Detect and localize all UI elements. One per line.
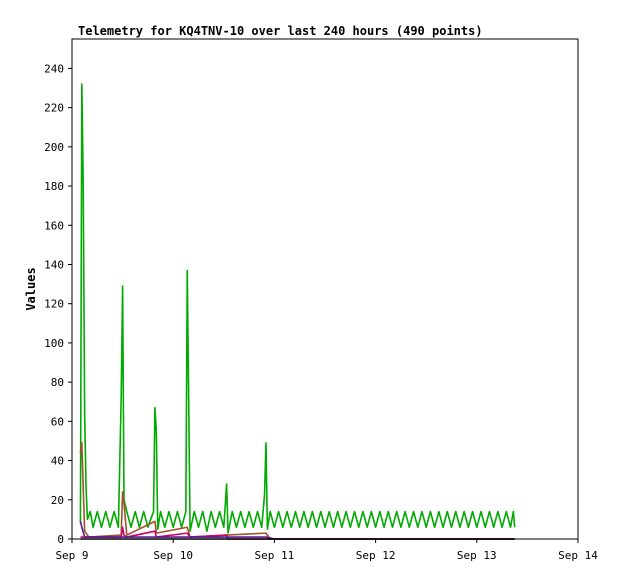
y-tick-label: 140: [44, 258, 64, 271]
chart-title: Telemetry for KQ4TNV-10 over last 240 ho…: [78, 24, 483, 38]
y-tick-label: 120: [44, 298, 64, 311]
series-line-1: [79, 83, 516, 534]
y-axis-ticks: 0 20 40 60 80 100 120 140 160 180 200 220 240: [44, 62, 72, 546]
y-tick-label: 40: [51, 455, 64, 468]
y-tick-label: 220: [44, 102, 64, 115]
y-tick-label: 0: [57, 533, 64, 546]
series-layer: [79, 83, 516, 540]
y-axis-label: Values: [24, 267, 38, 310]
y-tick-label: 80: [51, 376, 64, 389]
y-tick-label: 180: [44, 180, 64, 193]
x-tick-label: Sep 14: [558, 549, 598, 562]
x-tick-label: Sep 9: [55, 549, 88, 562]
x-tick-label: Sep 11: [255, 549, 295, 562]
series-line-4: [79, 521, 515, 540]
series-line-2: [79, 442, 515, 540]
y-tick-label: 60: [51, 415, 64, 428]
x-tick-label: Sep 12: [356, 549, 396, 562]
x-tick-label: Sep 13: [457, 549, 497, 562]
y-tick-label: 100: [44, 337, 64, 350]
series-line-3: [80, 526, 515, 540]
y-tick-label: 200: [44, 141, 64, 154]
y-tick-label: 160: [44, 219, 64, 232]
y-tick-label: 20: [51, 494, 64, 507]
plot-frame: [71, 38, 579, 540]
x-axis-ticks: Sep 9 Sep 10 Sep 11 Sep 12 Sep 13 Sep 14: [55, 539, 598, 562]
x-tick-label: Sep 10: [153, 549, 193, 562]
y-tick-label: 240: [44, 62, 64, 75]
